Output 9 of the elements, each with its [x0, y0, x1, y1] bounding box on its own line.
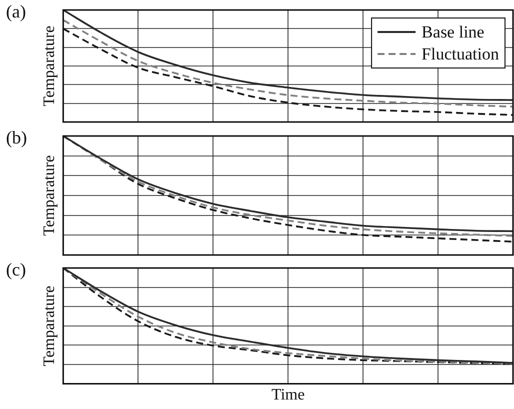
x-axis-title: Time [272, 386, 305, 404]
chart-title: (a) [6, 2, 26, 22]
y-axis-title: Temparature [40, 155, 58, 236]
y-axis-title: Temparature [40, 26, 58, 106]
legend-label: Base line [422, 22, 484, 42]
legend-label: Fluctuation [422, 44, 500, 64]
y-axis-title: Temparature [40, 286, 58, 366]
chart-title: (c) [6, 260, 26, 280]
chart-title: (b) [6, 128, 27, 148]
